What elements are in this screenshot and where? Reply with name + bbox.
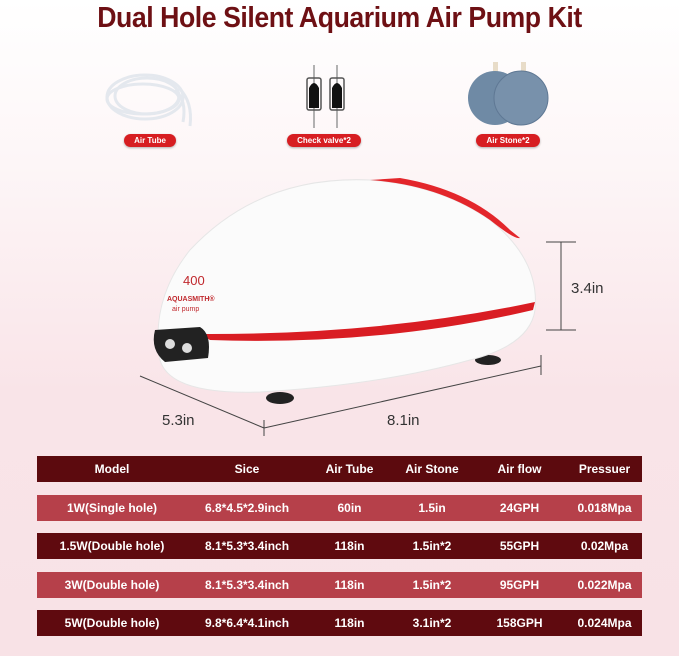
height-label: 3.4in: [571, 280, 604, 297]
cell: 3.1in*2: [412, 616, 452, 630]
cell: 5W(Double hole): [64, 616, 160, 630]
width-label: 5.3in: [162, 412, 195, 429]
dimension-lines: [139, 241, 576, 436]
cell: 1.5in*2: [412, 539, 452, 553]
accessory-label: Air Tube: [124, 134, 176, 147]
cell: 158GPH: [496, 616, 543, 630]
cell: 118in: [334, 577, 365, 592]
header-cell: Pressuer: [578, 462, 631, 476]
air-pump-image: 400 AQUASMITH® air pump: [139, 178, 576, 436]
table-row: 3W(Double hole) 8.1*5.3*3.4inch 118in 1.…: [37, 571, 642, 598]
cell: 118in: [334, 616, 365, 630]
cell: 3W(Double hole): [64, 577, 160, 592]
table-header: Model Sice Air Tube Air Stone Air flow P…: [37, 456, 642, 482]
cell: 1.5in*2: [412, 577, 452, 592]
cell: 24GPH: [499, 500, 540, 515]
table-row: 1W(Single hole) 6.8*4.5*2.9inch 60in 1.5…: [37, 494, 642, 521]
cell: 0.022Mpa: [577, 577, 632, 592]
table-row: 5W(Double hole) 9.8*6.4*4.1inch 118in 3.…: [37, 610, 642, 636]
cell: 55GPH: [499, 539, 540, 553]
cell: 8.1*5.3*3.4inch: [204, 577, 290, 592]
cell: 8.1*5.3*3.4inch: [204, 539, 290, 553]
accessory-check-valve: Check valve*2: [264, 60, 384, 148]
cell: 6.8*4.5*2.9inch: [204, 500, 290, 515]
cell: 60in: [337, 500, 362, 515]
cell: 9.8*6.4*4.1inch: [204, 616, 290, 630]
product-subtitle: air pump: [172, 306, 199, 313]
air-tube-icon: [105, 73, 192, 127]
header-cell: Air Stone: [405, 462, 459, 476]
length-label: 8.1in: [387, 412, 420, 429]
accessory-air-tube: Air Tube: [90, 60, 210, 148]
model-number: 400: [183, 273, 205, 288]
header-cell: Model: [94, 462, 130, 476]
cell: 1.5W(Double hole): [59, 539, 165, 553]
cell: 0.018Mpa: [577, 500, 632, 515]
cell: 1W(Single hole): [67, 500, 157, 515]
spec-table: Model Sice Air Tube Air Stone Air flow P…: [37, 456, 642, 649]
header-cell: Sice: [234, 462, 260, 476]
table-row: 1.5W(Double hole) 8.1*5.3*3.4inch 118in …: [37, 533, 642, 559]
cell: 1.5in: [418, 500, 446, 515]
accessory-label: Check valve*2: [287, 134, 361, 147]
cell: 0.02Mpa: [580, 539, 629, 553]
cell: 118in: [334, 539, 365, 553]
cell: 95GPH: [499, 577, 540, 592]
header-cell: Air Tube: [325, 462, 374, 476]
page-title: Dual Hole Silent Aquarium Air Pump Kit: [97, 2, 582, 34]
cell: 0.024Mpa: [577, 616, 632, 630]
brand-logo: AQUASMITH®: [167, 295, 215, 303]
accessory-air-stone: Air Stone*2: [448, 60, 568, 148]
air-stone-icon: [468, 62, 549, 126]
accessory-label: Air Stone*2: [476, 134, 540, 147]
check-valve-icon: [306, 65, 345, 128]
header-cell: Air flow: [497, 462, 542, 476]
